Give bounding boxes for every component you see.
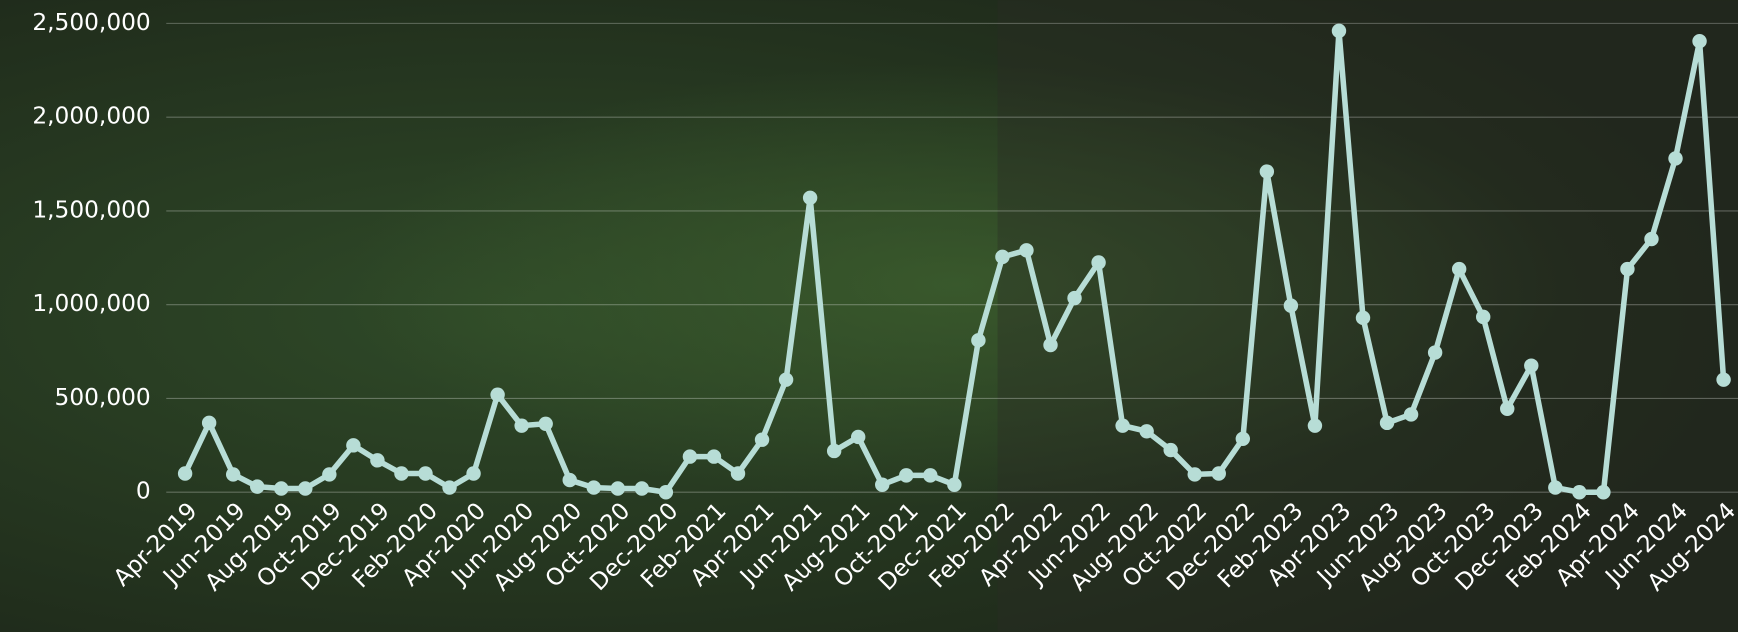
data-point	[1163, 443, 1177, 457]
data-point	[1500, 402, 1514, 416]
data-point	[346, 438, 360, 452]
data-point	[1476, 310, 1490, 324]
chart: 0 500,000 1,000,000 1,500,000 2,000,000 2,500…	[0, 0, 1738, 632]
data-point	[1524, 358, 1538, 372]
data-point	[1212, 466, 1226, 480]
data-point	[611, 481, 625, 495]
data-point	[587, 480, 601, 494]
data-point	[1620, 262, 1634, 276]
page: {"chart_data": { "type": "line", "catego…	[0, 0, 1738, 632]
data-point	[1548, 480, 1562, 494]
data-point	[514, 418, 528, 432]
data-point	[442, 480, 456, 494]
data-point	[1428, 345, 1442, 359]
data-point	[1115, 418, 1129, 432]
data-point	[1380, 416, 1394, 430]
data-point	[274, 481, 288, 495]
data-point	[1019, 243, 1033, 257]
data-point	[1596, 485, 1610, 499]
data-point	[178, 466, 192, 480]
data-point	[563, 473, 577, 487]
data-point	[635, 481, 649, 495]
data-point	[659, 485, 673, 499]
data-point	[779, 373, 793, 387]
data-point	[250, 479, 264, 493]
data-point	[466, 466, 480, 480]
data-point	[1308, 418, 1322, 432]
data-point	[947, 478, 961, 492]
data-point	[755, 433, 769, 447]
data-point	[1236, 432, 1250, 446]
data-point	[538, 417, 552, 431]
y-tick-label: 500,000	[55, 384, 151, 411]
data-point	[1067, 291, 1081, 305]
y-tick-label: 2,500,000	[32, 9, 150, 36]
y-tick-label: 2,000,000	[32, 103, 150, 130]
data-point	[899, 468, 913, 482]
y-tick-label: 1,500,000	[32, 196, 150, 223]
data-point	[322, 467, 336, 481]
data-point	[1716, 373, 1730, 387]
data-point	[1188, 467, 1202, 481]
data-point	[1091, 255, 1105, 269]
data-point	[1692, 34, 1706, 48]
data-point	[683, 449, 697, 463]
y-tick-label: 1,000,000	[32, 290, 150, 317]
data-point	[418, 466, 432, 480]
data-point	[394, 466, 408, 480]
data-point	[1404, 407, 1418, 421]
data-point	[1043, 338, 1057, 352]
data-point	[875, 478, 889, 492]
data-point	[1572, 485, 1586, 499]
data-point	[731, 466, 745, 480]
data-point	[1644, 232, 1658, 246]
data-point	[1284, 298, 1298, 312]
data-point	[1452, 262, 1466, 276]
data-point	[851, 430, 865, 444]
data-point	[1260, 164, 1274, 178]
data-point	[923, 468, 937, 482]
data-point	[1356, 311, 1370, 325]
data-point	[490, 388, 504, 402]
data-point	[1139, 424, 1153, 438]
data-point	[827, 444, 841, 458]
y-tick-label: 0	[136, 478, 151, 505]
data-point	[1668, 151, 1682, 165]
data-point	[298, 481, 312, 495]
data-point	[803, 191, 817, 205]
data-point	[995, 250, 1009, 264]
data-point	[707, 449, 721, 463]
data-point	[370, 453, 384, 467]
data-point	[971, 333, 985, 347]
data-point	[202, 416, 216, 430]
data-point	[1332, 24, 1346, 38]
data-point	[226, 467, 240, 481]
